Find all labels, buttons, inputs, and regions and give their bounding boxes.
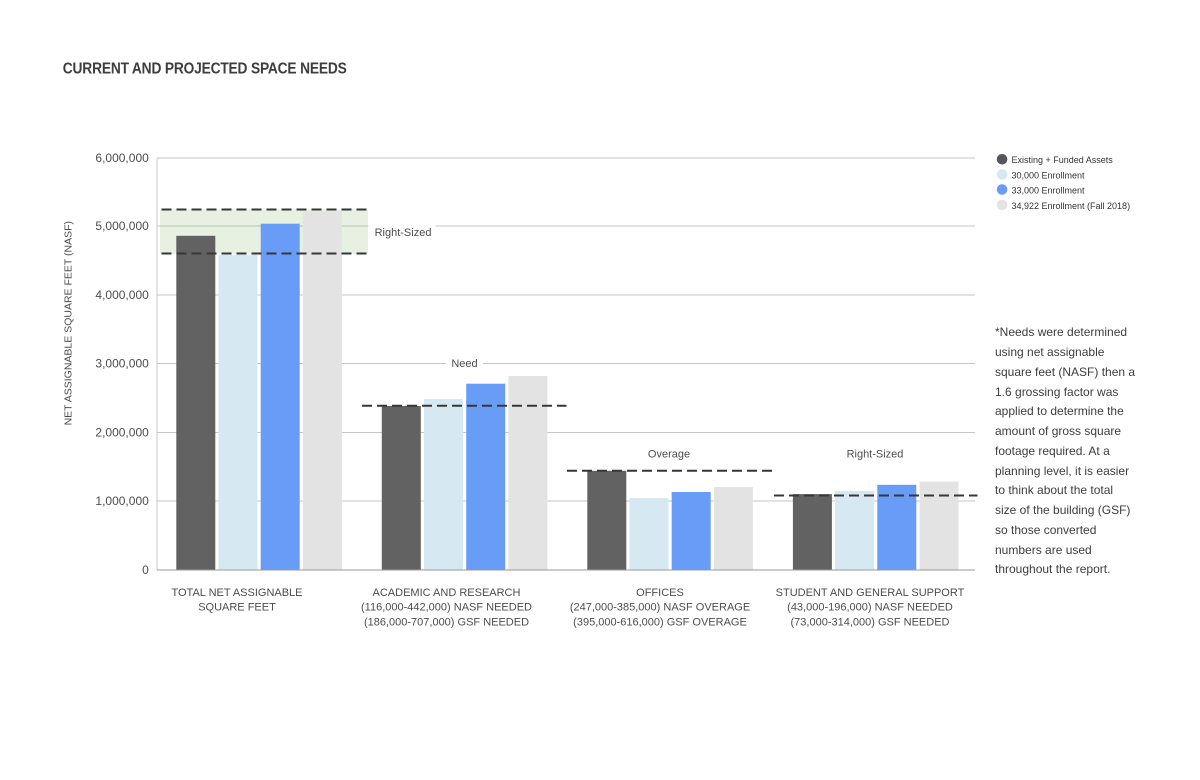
svg-text:3,000,000: 3,000,000 xyxy=(95,357,149,371)
svg-text:OFFICES: OFFICES xyxy=(636,587,684,599)
svg-text:ACADEMIC AND RESEARCH: ACADEMIC AND RESEARCH xyxy=(373,587,521,599)
svg-text:Overage: Overage xyxy=(648,449,690,461)
svg-text:(247,000-385,000) NASF OVERAGE: (247,000-385,000) NASF OVERAGE xyxy=(570,602,750,614)
svg-text:34,922 Enrollment (Fall 2018): 34,922 Enrollment (Fall 2018) xyxy=(1012,201,1131,211)
svg-text:Right-Sized: Right-Sized xyxy=(847,449,904,461)
svg-text:(73,000-314,000) GSF NEEDED: (73,000-314,000) GSF NEEDED xyxy=(791,617,950,629)
svg-text:(186,000-707,000) GSF NEEDED: (186,000-707,000) GSF NEEDED xyxy=(364,617,529,629)
svg-text:5,000,000: 5,000,000 xyxy=(95,219,149,233)
svg-text:1,000,000: 1,000,000 xyxy=(95,494,149,508)
svg-text:SQUARE FEET: SQUARE FEET xyxy=(198,602,276,614)
svg-text:(395,000-616,000) GSF OVERAGE: (395,000-616,000) GSF OVERAGE xyxy=(573,617,747,629)
svg-text:0: 0 xyxy=(142,563,149,577)
svg-text:TOTAL NET ASSIGNABLE: TOTAL NET ASSIGNABLE xyxy=(171,587,302,599)
svg-text:(116,000-442,000) NASF NEEDED: (116,000-442,000) NASF NEEDED xyxy=(361,602,532,614)
svg-text:Existing + Funded Assets: Existing + Funded Assets xyxy=(1012,155,1114,165)
svg-text:STUDENT AND GENERAL SUPPORT: STUDENT AND GENERAL SUPPORT xyxy=(776,587,965,599)
svg-text:30,000 Enrollment: 30,000 Enrollment xyxy=(1012,170,1086,180)
svg-text:2,000,000: 2,000,000 xyxy=(95,425,149,439)
svg-text:(43,000-196,000) NASF NEEDED: (43,000-196,000) NASF NEEDED xyxy=(787,602,953,614)
svg-text:Right-Sized: Right-Sized xyxy=(375,227,432,239)
svg-text:4,000,000: 4,000,000 xyxy=(95,288,149,302)
svg-text:6,000,000: 6,000,000 xyxy=(95,151,149,165)
svg-text:33,000 Enrollment: 33,000 Enrollment xyxy=(1012,185,1086,195)
svg-text:CURRENT AND PROJECTED SPACE NE: CURRENT AND PROJECTED SPACE NEEDS xyxy=(63,60,347,78)
svg-text:NET ASSIGNABLE SQUARE FEET (NA: NET ASSIGNABLE SQUARE FEET (NASF) xyxy=(63,221,75,425)
svg-text:Need: Need xyxy=(451,358,477,370)
